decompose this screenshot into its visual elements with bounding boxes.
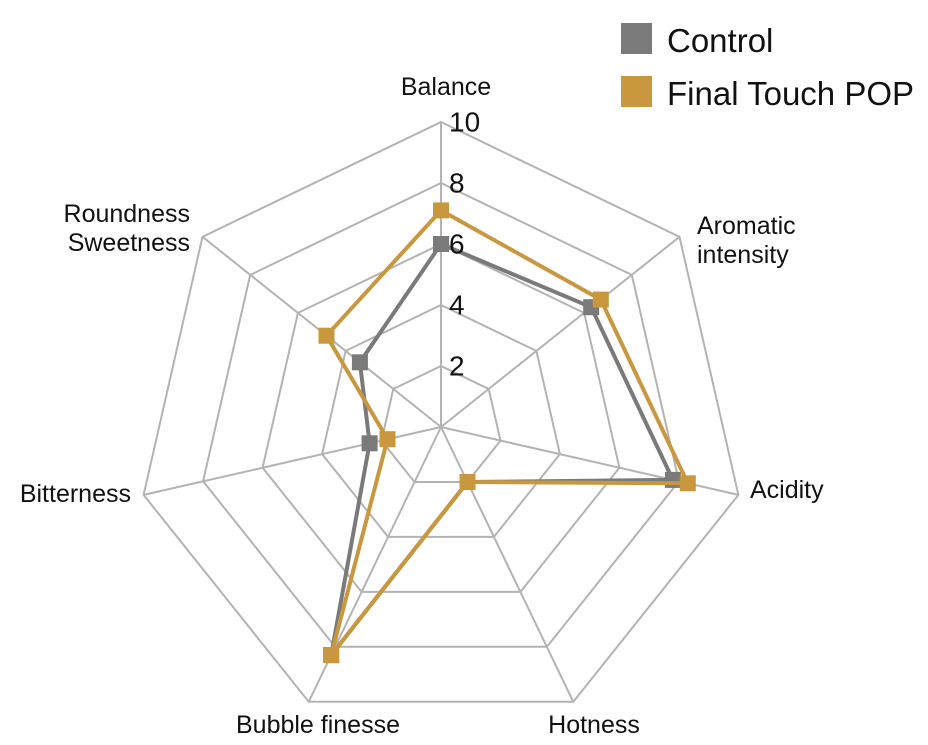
axis-label-line: Bitterness (20, 480, 131, 508)
grid-ring (380, 364, 502, 483)
axis-label-line: Roundness (64, 200, 190, 228)
data-point (351, 354, 368, 371)
data-point (318, 327, 335, 344)
legend-label-control: Control (667, 22, 773, 59)
tick-label: 6 (449, 228, 465, 259)
grid-ring (321, 303, 561, 538)
legend: Control Final Touch POP (621, 22, 914, 112)
legend-swatch-final-touch-pop (621, 76, 652, 107)
grid-ring (261, 242, 621, 593)
data-point (361, 435, 378, 452)
data-point (679, 475, 696, 492)
axis-label: Acidity (750, 476, 824, 504)
axis-label-line: intensity (697, 241, 789, 269)
legend-swatch-control (621, 23, 652, 54)
axis-labels: Balance Aromatic intensity Acidity Hotness Bu… (20, 73, 824, 739)
axis-label-line: Acidity (750, 476, 824, 504)
data-point (323, 647, 340, 664)
axis-label: Hotness (548, 711, 640, 739)
grid-ring (202, 181, 680, 648)
axis-label-line: Balance (401, 73, 491, 101)
grid-spoke (440, 426, 575, 703)
tick-label: 4 (449, 289, 465, 320)
axis-label: Bitterness (20, 480, 131, 508)
series-line (324, 208, 690, 658)
legend-item-control: Control (621, 22, 773, 59)
axis-label: Aromatic intensity (697, 212, 796, 269)
axis-label-line: Bubble finesse (236, 711, 400, 739)
axis-label: Roundness Sweetness (64, 200, 190, 257)
grid-spoke (440, 236, 681, 428)
series-final-touch-pop (318, 202, 696, 664)
grid-spoke (143, 426, 442, 496)
axis-label: Bubble finesse (236, 711, 400, 739)
legend-label-final-touch-pop: Final Touch POP (667, 75, 914, 112)
tick-label: 10 (449, 106, 480, 137)
axis-label-line: Sweetness (68, 229, 190, 257)
data-point (592, 291, 609, 308)
tick-label: 2 (449, 350, 465, 381)
data-point (379, 431, 396, 448)
data-point (459, 474, 476, 490)
data-point (433, 236, 449, 252)
tick-label: 8 (449, 167, 465, 198)
data-point (664, 471, 681, 488)
axis-label-line: Aromatic (697, 212, 796, 240)
axis-label-line: Hotness (548, 711, 640, 739)
series-line (329, 242, 675, 658)
legend-item-final-touch-pop: Final Touch POP (621, 75, 914, 112)
data-point (433, 202, 449, 219)
axis-label: Balance (401, 73, 491, 101)
grid-ring (142, 120, 740, 703)
radar-series (318, 202, 696, 664)
tick-labels: 2 4 6 8 10 (449, 106, 480, 381)
